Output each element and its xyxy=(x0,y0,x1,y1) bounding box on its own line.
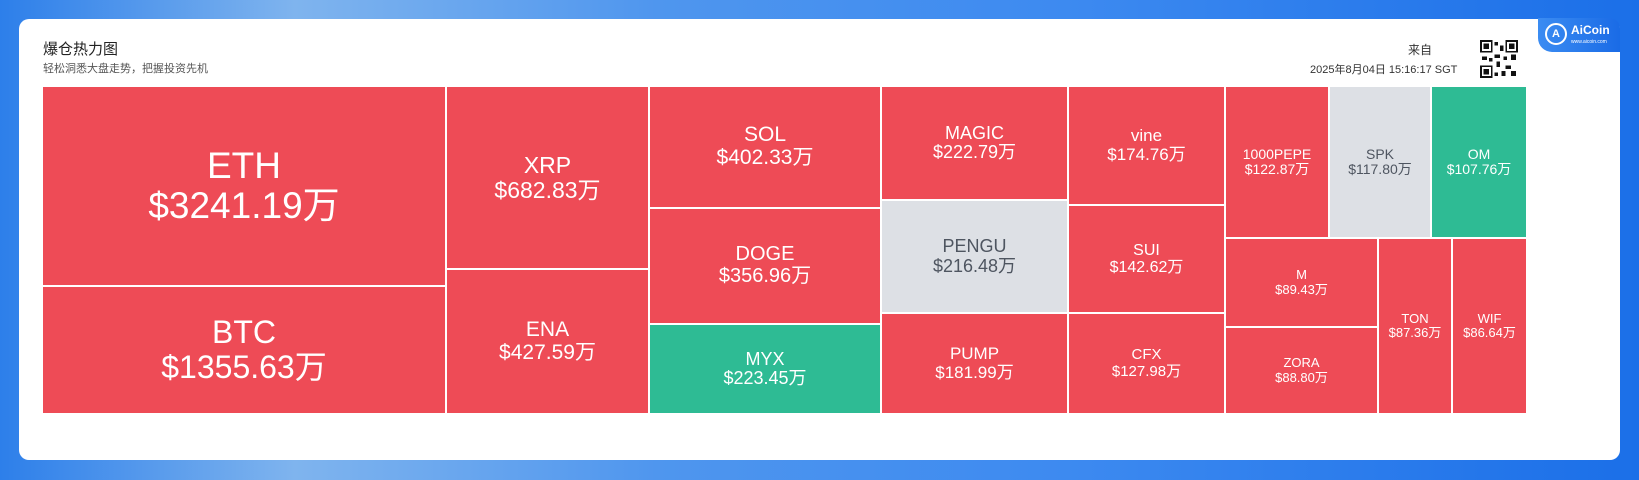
aicoin-logo-text: AiCoin xyxy=(1571,23,1610,37)
tile-value: $223.45万 xyxy=(723,368,807,388)
tile-value: $142.62万 xyxy=(1109,259,1184,276)
tile-symbol: DOGE xyxy=(735,243,795,266)
qr-code-icon[interactable] xyxy=(1480,40,1518,78)
tile-value: $427.59万 xyxy=(499,340,596,364)
tile-symbol: SOL xyxy=(743,123,787,147)
treemap-tile-pump[interactable]: PUMP $181.99万 xyxy=(881,313,1068,414)
treemap-tile-xrp[interactable]: XRP $682.83万 xyxy=(446,86,649,269)
tile-value: $181.99万 xyxy=(935,362,1014,382)
tile-symbol: BTC xyxy=(212,314,276,351)
treemap-tile-wif[interactable]: WIF $86.64万 xyxy=(1452,238,1527,414)
page-subtitle: 轻松洞悉大盘走势，把握投资先机 xyxy=(43,63,208,75)
tile-value: $3241.19万 xyxy=(148,185,340,226)
treemap-tile-cfx[interactable]: CFX $127.98万 xyxy=(1068,313,1225,414)
tile-value: $174.76万 xyxy=(1107,144,1186,164)
tile-value: $402.33万 xyxy=(716,146,814,169)
tile-symbol: ZORA xyxy=(1283,355,1320,371)
page-title: 爆仓热力图 xyxy=(43,41,119,58)
tile-symbol: XRP xyxy=(523,151,572,178)
treemap-tile-sui[interactable]: SUI $142.62万 xyxy=(1068,205,1225,313)
tile-symbol: PUMP xyxy=(949,344,1000,364)
treemap-tile-1000pepe[interactable]: 1000PEPE $122.87万 xyxy=(1225,86,1329,238)
tile-symbol: M xyxy=(1296,267,1307,283)
tile-value: $1355.63万 xyxy=(161,349,327,385)
treemap-tile-m[interactable]: M $89.43万 xyxy=(1225,238,1378,327)
treemap-tile-pengu[interactable]: PENGU $216.48万 xyxy=(881,200,1068,313)
treemap-tile-btc[interactable]: BTC $1355.63万 xyxy=(42,286,446,414)
tile-symbol: ETH xyxy=(207,145,281,187)
treemap-tile-sol[interactable]: SOL $402.33万 xyxy=(649,86,881,208)
tile-value: $117.80万 xyxy=(1348,161,1412,177)
treemap-tile-spk[interactable]: SPK $117.80万 xyxy=(1329,86,1431,238)
tile-value: $87.36万 xyxy=(1388,325,1442,340)
tile-value: $122.87万 xyxy=(1244,161,1310,177)
tile-symbol: OM xyxy=(1467,145,1491,162)
treemap-tile-myx[interactable]: MYX $223.45万 xyxy=(649,324,881,414)
treemap-tile-eth[interactable]: ETH $3241.19万 xyxy=(42,86,446,286)
tile-symbol: PENGU xyxy=(942,236,1007,257)
tile-symbol: WIF xyxy=(1477,310,1502,326)
tile-symbol: MYX xyxy=(745,348,785,369)
aicoin-logo-icon: A xyxy=(1545,23,1567,45)
tile-value: $107.76万 xyxy=(1446,161,1512,177)
tile-value: $222.79万 xyxy=(932,142,1017,162)
treemap-tile-ena[interactable]: ENA $427.59万 xyxy=(446,269,649,414)
aicoin-logo-url: www.aicoin.com xyxy=(1571,39,1607,45)
tile-symbol: TON xyxy=(1401,310,1429,326)
treemap-tile-ton[interactable]: TON $87.36万 xyxy=(1378,238,1452,414)
treemap-tile-vine[interactable]: vine $174.76万 xyxy=(1068,86,1225,205)
treemap-tile-zora[interactable]: ZORA $88.80万 xyxy=(1225,327,1378,414)
tile-value: $356.96万 xyxy=(718,265,812,287)
tile-value: $216.48万 xyxy=(932,255,1017,276)
tile-value: $127.98万 xyxy=(1111,362,1182,380)
tile-symbol: CFX xyxy=(1131,346,1162,364)
tile-symbol: SUI xyxy=(1133,241,1160,259)
tile-symbol: vine xyxy=(1130,126,1163,146)
tile-symbol: 1000PEPE xyxy=(1242,145,1312,162)
treemap-tile-magic[interactable]: MAGIC $222.79万 xyxy=(881,86,1068,200)
from-label: 来自 xyxy=(1408,43,1433,57)
tile-symbol: ENA xyxy=(525,317,570,341)
tile-value: $86.64万 xyxy=(1463,325,1516,340)
tile-symbol: MAGIC xyxy=(944,122,1004,143)
tile-value: $89.43万 xyxy=(1275,281,1328,297)
treemap-tile-doge[interactable]: DOGE $356.96万 xyxy=(649,208,881,324)
timestamp: 2025年8月04日 15:16:17 SGT xyxy=(1310,64,1458,76)
treemap-tile-om[interactable]: OM $107.76万 xyxy=(1431,86,1527,238)
tile-value: $88.80万 xyxy=(1275,369,1328,385)
tile-value: $682.83万 xyxy=(494,176,601,203)
tile-symbol: SPK xyxy=(1365,145,1394,162)
